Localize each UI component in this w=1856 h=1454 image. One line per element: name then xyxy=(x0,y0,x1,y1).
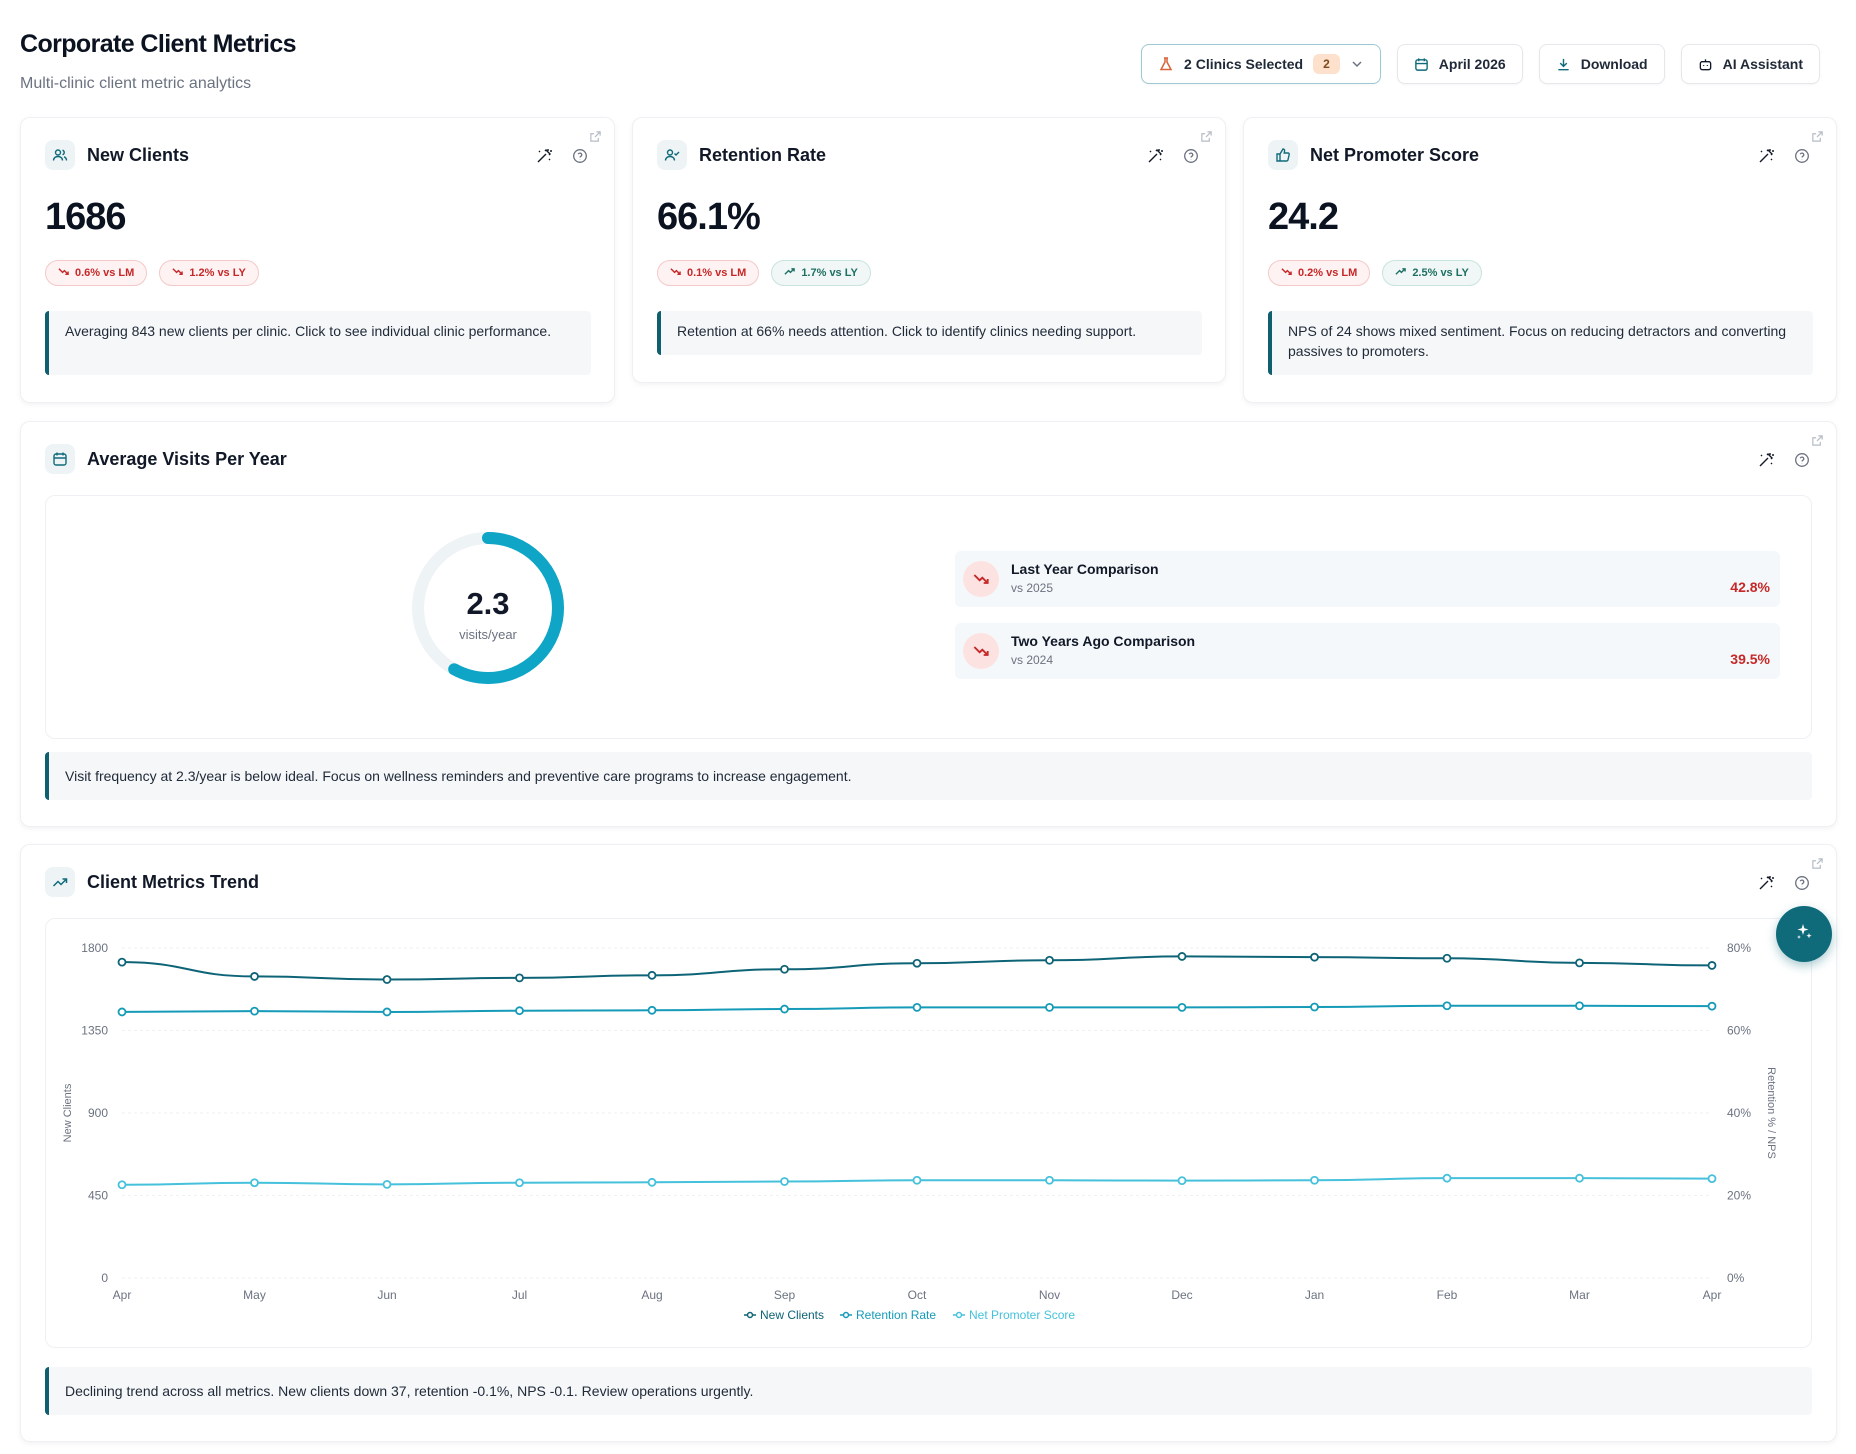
trend-down-icon xyxy=(1281,266,1292,280)
trend-badge-lm: 0.6% vs LM xyxy=(45,260,148,286)
comparison-last-year[interactable]: Last Year Comparison vs 2025 42.8% xyxy=(955,551,1780,607)
trend-badge-ly: 2.5% vs LY xyxy=(1382,260,1482,286)
external-link-icon[interactable] xyxy=(1811,434,1824,452)
page-header: Corporate Client Metrics Multi-clinic cl… xyxy=(20,30,297,93)
calendar-icon xyxy=(1414,57,1429,72)
kpi-title: Net Promoter Score xyxy=(1310,144,1480,165)
kpi-insight: Retention at 66% needs attention. Click … xyxy=(657,311,1202,355)
trending-up-icon xyxy=(45,867,75,897)
card-title: Client Metrics Trend xyxy=(87,871,260,892)
date-picker-button[interactable]: April 2026 xyxy=(1396,44,1523,84)
kpi-insight: Averaging 843 new clients per clinic. Cl… xyxy=(45,311,591,375)
floating-assistant-button[interactable] xyxy=(1776,906,1832,962)
external-link-icon[interactable] xyxy=(1811,857,1824,875)
external-link-icon[interactable] xyxy=(1200,130,1213,148)
magic-wand-icon[interactable] xyxy=(536,148,552,169)
kpi-value: 1686 xyxy=(45,196,127,238)
trend-down-icon xyxy=(172,266,184,280)
page-title: Corporate Client Metrics xyxy=(20,30,297,58)
user-check-icon xyxy=(657,140,687,170)
help-icon[interactable] xyxy=(1183,148,1199,169)
external-link-icon[interactable] xyxy=(589,130,602,148)
trend-up-icon xyxy=(784,266,796,280)
trend-down-icon xyxy=(963,633,999,669)
visits-gauge: 2.3 visits/year xyxy=(408,528,568,688)
ai-assistant-button[interactable]: AI Assistant xyxy=(1680,44,1820,84)
magic-wand-icon[interactable] xyxy=(1758,148,1774,169)
help-icon[interactable] xyxy=(1794,148,1810,169)
date-picker-label: April 2026 xyxy=(1438,56,1506,72)
gauge-unit: visits/year xyxy=(459,627,517,642)
users-icon xyxy=(45,140,75,170)
toolbar: 2 Clinics Selected 2 April 2026 Download… xyxy=(1141,44,1820,84)
trend-badge-lm: 0.1% vs LM xyxy=(657,260,760,286)
trend-badge-lm: 0.2% vs LM xyxy=(1268,260,1371,286)
trend-down-icon xyxy=(58,266,69,280)
magic-wand-icon[interactable] xyxy=(1147,148,1163,169)
ai-assistant-label: AI Assistant xyxy=(1722,56,1803,72)
thumbs-up-icon xyxy=(1268,140,1298,170)
external-link-icon[interactable] xyxy=(1811,130,1824,148)
download-button[interactable]: Download xyxy=(1538,44,1665,84)
client-metrics-trend-card[interactable]: Client Metrics Trend Declining trend acr… xyxy=(20,844,1837,1442)
comparison-sub: vs 2024 xyxy=(1011,653,1054,667)
kpi-value: 24.2 xyxy=(1268,196,1339,238)
comparison-value: 42.8% xyxy=(1730,579,1770,595)
chevron-down-icon xyxy=(1350,57,1364,71)
trend-down-icon xyxy=(670,266,681,280)
visits-insight: Visit frequency at 2.3/year is below ide… xyxy=(45,752,1812,800)
chart-panel xyxy=(45,918,1812,1348)
trend-down-icon xyxy=(963,561,999,597)
comparison-title: Two Years Ago Comparison xyxy=(1011,633,1196,649)
calendar-icon xyxy=(45,444,75,474)
gauge-value: 2.3 xyxy=(466,586,510,621)
visits-panel xyxy=(45,495,1812,739)
comparison-two-years-ago[interactable]: Two Years Ago Comparison vs 2024 39.5% xyxy=(955,623,1780,679)
trend-badge-ly: 1.2% vs LY xyxy=(159,260,259,286)
trend-up-icon xyxy=(1395,266,1407,280)
download-label: Download xyxy=(1580,56,1648,72)
help-icon[interactable] xyxy=(1794,452,1810,473)
clinic-count-badge: 2 xyxy=(1313,54,1340,74)
page-subtitle: Multi-clinic client metric analytics xyxy=(20,75,252,92)
comparison-title: Last Year Comparison xyxy=(1011,561,1159,577)
trend-insight: Declining trend across all metrics. New … xyxy=(45,1367,1812,1415)
trend-badge-ly: 1.7% vs LY xyxy=(771,260,871,286)
kpi-title: Retention Rate xyxy=(699,144,827,165)
kpi-card-retention-rate[interactable]: Retention Rate 66.1% 0.1% vs LM 1.7% vs … xyxy=(632,117,1226,383)
kpi-value: 66.1% xyxy=(657,196,761,238)
magic-wand-icon[interactable] xyxy=(1758,452,1774,473)
help-icon[interactable] xyxy=(1794,875,1810,896)
clinic-selector[interactable]: 2 Clinics Selected 2 xyxy=(1141,44,1381,84)
card-title: Average Visits Per Year xyxy=(87,448,287,469)
help-icon[interactable] xyxy=(572,148,588,169)
magic-wand-icon[interactable] xyxy=(1758,875,1774,896)
flask-icon xyxy=(1158,56,1174,72)
kpi-title: New Clients xyxy=(87,144,190,165)
kpi-insight: NPS of 24 shows mixed sentiment. Focus o… xyxy=(1268,311,1813,375)
kpi-card-net-promoter-score[interactable]: Net Promoter Score 24.2 0.2% vs LM 2.5% … xyxy=(1243,117,1837,403)
gauge-arc xyxy=(412,532,564,684)
kpi-card-new-clients[interactable]: New Clients 1686 0.6% vs LM 1.2% vs LY A… xyxy=(20,117,615,403)
bot-icon xyxy=(1698,57,1713,72)
comparison-sub: vs 2025 xyxy=(1011,581,1054,595)
clinic-selector-label: 2 Clinics Selected xyxy=(1184,56,1304,72)
comparison-value: 39.5% xyxy=(1730,651,1770,667)
sparkles-icon xyxy=(1794,922,1814,947)
download-icon xyxy=(1556,57,1571,72)
